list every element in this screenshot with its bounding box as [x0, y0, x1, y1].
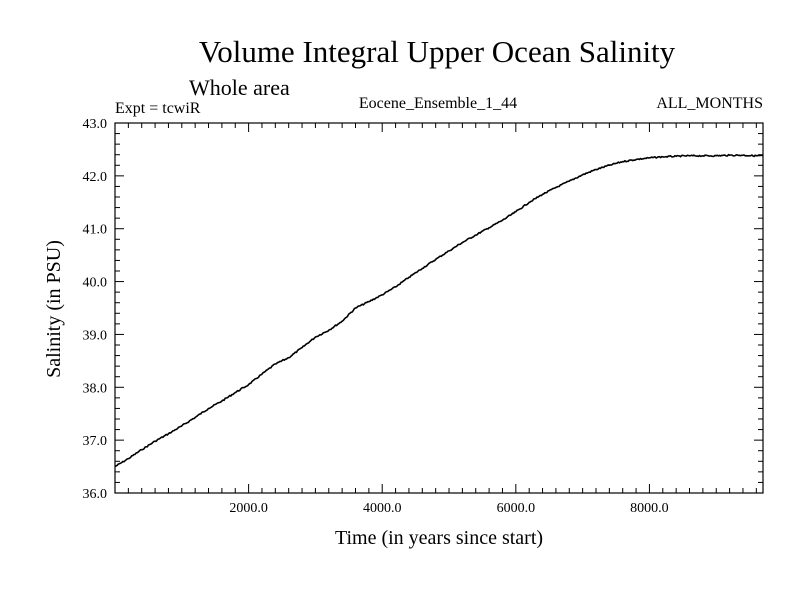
- y-tick-label: 42.0: [83, 170, 108, 185]
- ensemble-label: Eocene_Ensemble_1_44: [359, 95, 517, 112]
- y-axis-label: Salinity (in PSU): [43, 240, 65, 378]
- x-tick-label: 4000.0: [363, 501, 402, 516]
- y-tick-label: 40.0: [83, 276, 108, 291]
- salinity-series-line: [114, 153, 764, 468]
- axis-ticks: [115, 123, 763, 493]
- months-label: ALL_MONTHS: [656, 95, 763, 112]
- y-tick-label: 36.0: [83, 487, 108, 502]
- y-tick-label: 39.0: [83, 328, 108, 343]
- y-tick-label: 37.0: [83, 434, 108, 449]
- x-tick-label: 8000.0: [630, 501, 669, 516]
- x-tick-label: 6000.0: [497, 501, 536, 516]
- y-tick-label: 43.0: [83, 117, 108, 132]
- chart-subtitle: Whole area: [189, 75, 290, 100]
- chart-title: Volume Integral Upper Ocean Salinity: [199, 34, 676, 69]
- y-tick-label: 41.0: [83, 223, 108, 238]
- x-tick-label: 2000.0: [229, 501, 268, 516]
- axis-tick-labels: 2000.0 4000.0 6000.0 8000.0 36.0 37.0 38.0 39.0…: [83, 117, 669, 516]
- y-tick-label: 38.0: [83, 381, 108, 396]
- x-axis-label: Time (in years since start): [335, 527, 543, 549]
- plot-area-frame: [114, 122, 764, 494]
- experiment-label: Expt = tcwiR: [115, 100, 201, 117]
